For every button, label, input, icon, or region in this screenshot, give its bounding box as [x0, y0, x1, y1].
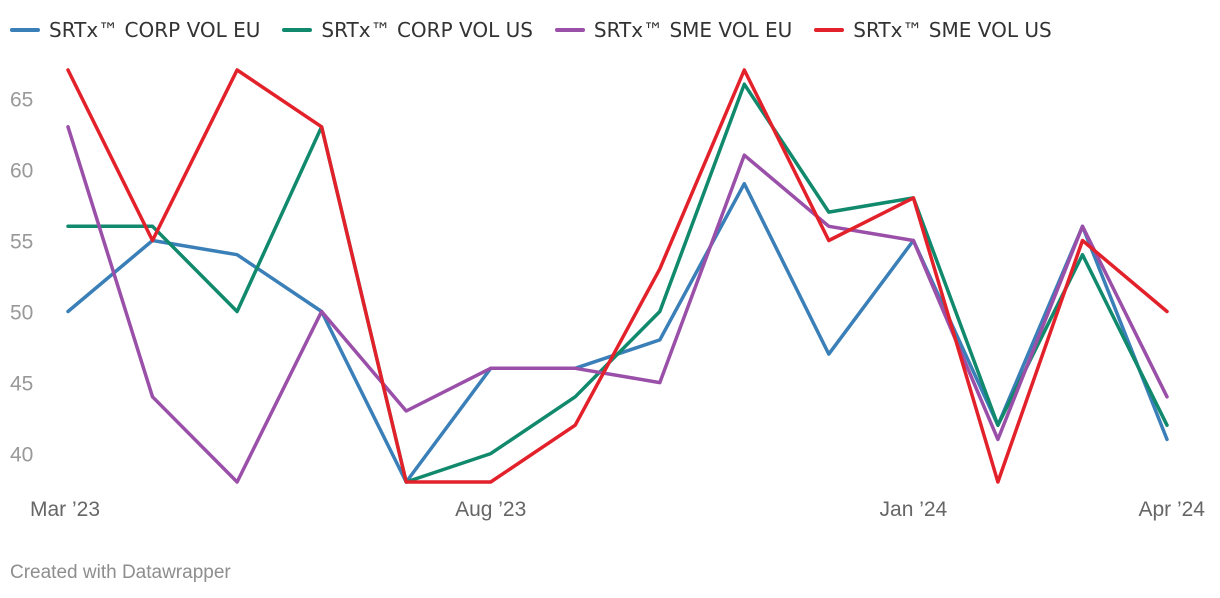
legend-label: SRTx™ SME VOL EU [593, 18, 793, 42]
legend-swatch [554, 28, 585, 32]
datawrapper-credit: Created with Datawrapper [10, 562, 231, 583]
series-line [66, 68, 1169, 484]
legend-swatch [10, 28, 40, 32]
legend-label: SRTx™ SME VOL US [853, 18, 1052, 42]
series-line [66, 82, 1169, 484]
y-tick-label: 65 [10, 88, 33, 111]
y-tick-label: 60 [10, 159, 33, 182]
y-tick-label: 50 [10, 302, 33, 325]
x-tick-label: Mar ’23 [30, 498, 100, 521]
series-line [66, 181, 1169, 484]
series-line [66, 125, 1169, 484]
legend-item: SRTx™ CORP VOL EU [10, 18, 260, 42]
legend-item: SRTx™ SME VOL US [814, 18, 1052, 42]
legend-swatch [814, 28, 845, 32]
chart-legend: SRTx™ CORP VOL EU SRTx™ CORP VOL US SRTx™ … [10, 15, 1074, 45]
series-lines [66, 68, 1169, 484]
legend-item: SRTx™ CORP VOL US [282, 18, 533, 42]
x-axis: Mar ’23 Aug ’23 Jan ’24 Apr ’24 [30, 498, 1205, 521]
y-tick-label: 55 [10, 230, 33, 253]
y-axis: 40 45 50 55 60 65 [10, 88, 33, 466]
legend-swatch [282, 28, 313, 32]
legend-item: SRTx™ SME VOL EU [554, 18, 793, 42]
legend-label: SRTx™ CORP VOL US [321, 18, 533, 42]
x-tick-label: Apr ’24 [1138, 498, 1205, 521]
x-tick-label: Jan ’24 [880, 498, 948, 521]
x-tick-label: Aug ’23 [455, 498, 526, 521]
y-tick-label: 40 [10, 444, 33, 467]
y-tick-label: 45 [10, 373, 33, 396]
legend-label: SRTx™ CORP VOL EU [49, 18, 261, 42]
